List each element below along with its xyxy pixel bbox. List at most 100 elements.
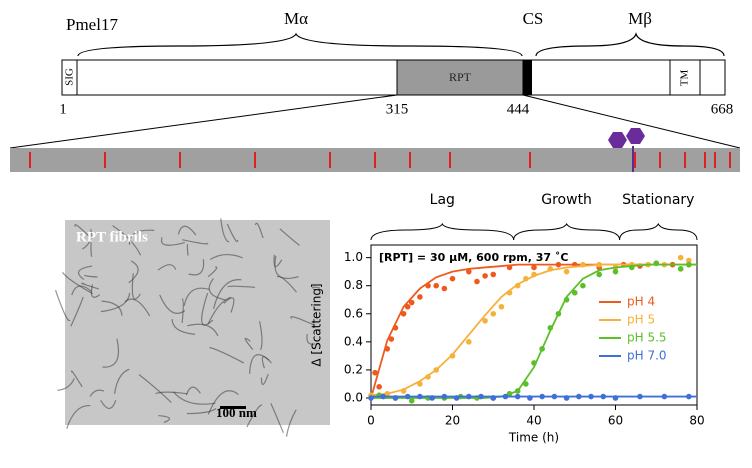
phase-brace	[620, 224, 697, 240]
brace	[78, 34, 522, 56]
domain-label: RPT	[449, 70, 472, 84]
data-point	[425, 283, 431, 289]
data-point	[686, 394, 692, 400]
data-point	[478, 394, 484, 400]
cs-site	[523, 60, 532, 95]
data-point	[580, 262, 586, 268]
data-point	[572, 290, 578, 296]
protein-bar	[62, 60, 725, 95]
data-point	[564, 395, 570, 401]
glycan	[608, 132, 627, 148]
y-tick-label: 1.0	[344, 250, 363, 264]
y-tick-label: 0.0	[344, 390, 363, 404]
data-point	[548, 266, 554, 272]
data-point	[662, 394, 668, 400]
data-point	[523, 276, 529, 282]
data-point	[580, 283, 586, 289]
data-point	[653, 260, 659, 266]
data-point	[531, 265, 537, 271]
data-point	[503, 394, 509, 400]
data-point	[596, 272, 602, 278]
chart: [RPT] = 30 µM, 600 rpm, 37 ˚C0204060800.…	[310, 192, 705, 445]
data-point	[548, 325, 554, 331]
data-point	[409, 300, 415, 306]
data-point	[490, 272, 496, 278]
domain-diagram: Pmel17 Mα CS Mβ SIG RPT TM 1 315 444 668	[10, 9, 740, 172]
data-point	[531, 272, 537, 278]
data-point	[376, 384, 382, 390]
glycan	[626, 128, 645, 144]
data-point	[527, 395, 533, 401]
position-label: 1	[59, 101, 67, 117]
y-axis-label: Δ [Scattering]	[310, 283, 324, 366]
data-point	[531, 360, 537, 366]
data-point	[576, 394, 582, 400]
data-point	[450, 276, 456, 282]
data-point	[613, 395, 619, 401]
region-label: Mα	[284, 9, 308, 28]
data-point	[417, 394, 423, 400]
data-point	[401, 388, 407, 394]
x-tick-label: 40	[526, 414, 541, 428]
data-point	[507, 265, 513, 271]
x-tick-label: 20	[445, 414, 460, 428]
data-point	[552, 394, 558, 400]
y-tick-label: 0.6	[344, 306, 363, 320]
data-point	[429, 395, 435, 401]
data-point	[433, 283, 439, 289]
position-label: 668	[711, 101, 734, 117]
phase-label: Lag	[430, 192, 455, 208]
position-label: 444	[507, 101, 530, 117]
y-tick-label: 0.2	[344, 362, 363, 376]
zoom-line	[10, 95, 397, 148]
data-point	[409, 398, 415, 404]
data-point	[389, 336, 395, 342]
data-point	[466, 339, 472, 345]
data-point	[454, 395, 460, 401]
data-point	[600, 394, 606, 400]
data-point	[596, 262, 602, 268]
data-point	[474, 279, 480, 285]
data-point	[490, 311, 496, 317]
micrograph: RPT fibrils 100 nm	[56, 218, 330, 436]
data-point	[556, 311, 562, 317]
figure: Pmel17 Mα CS Mβ SIG RPT TM 1 315 444 668…	[0, 0, 752, 468]
phase-label: Stationary	[622, 192, 694, 208]
data-point	[368, 395, 374, 401]
data-point	[385, 346, 391, 352]
data-point	[613, 269, 619, 275]
data-point	[466, 394, 472, 400]
protein-name: Pmel17	[66, 15, 118, 34]
data-point	[425, 374, 431, 380]
data-point	[393, 325, 399, 331]
data-point	[405, 394, 411, 400]
data-point	[401, 311, 407, 317]
micrograph-image	[65, 220, 330, 425]
x-tick-label: 0	[367, 414, 375, 428]
data-point	[405, 304, 411, 310]
data-point	[372, 370, 378, 376]
data-point	[523, 381, 529, 387]
position-label: 315	[386, 101, 409, 117]
data-point	[588, 394, 594, 400]
micrograph-label: RPT fibrils	[76, 229, 148, 245]
data-point	[564, 269, 570, 275]
legend-label: pH 5	[627, 313, 655, 327]
data-point	[442, 286, 448, 292]
phase-brace	[514, 224, 620, 240]
data-point	[564, 297, 570, 303]
domain-label: TM	[679, 70, 691, 87]
legend-label: pH 7.0	[627, 349, 667, 363]
domain-label: SIG	[64, 68, 76, 86]
data-point	[380, 394, 386, 400]
data-point	[482, 273, 488, 279]
data-point	[442, 394, 448, 400]
data-point	[507, 290, 513, 296]
data-point	[637, 394, 643, 400]
x-tick-label: 80	[689, 414, 704, 428]
data-point	[556, 262, 562, 268]
data-point	[466, 269, 472, 275]
data-point	[678, 266, 684, 272]
legend-label: pH 4	[627, 295, 655, 309]
data-point	[539, 394, 545, 400]
